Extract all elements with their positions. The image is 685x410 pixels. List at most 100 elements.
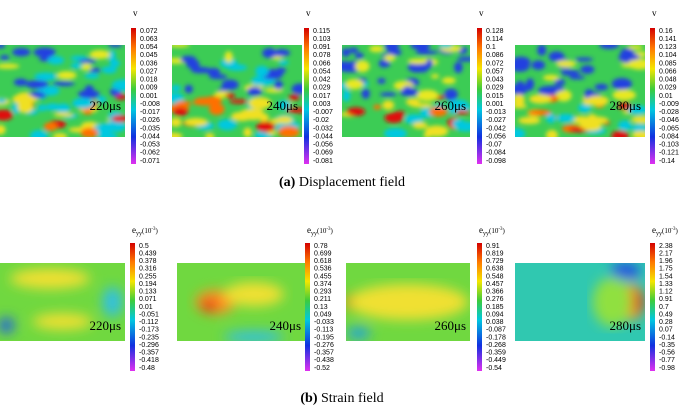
colorbar-tick-label: -0.056 — [313, 142, 333, 149]
blob — [555, 89, 572, 102]
colorbar-tick-label: 0.5 — [139, 243, 149, 250]
blob — [380, 60, 391, 68]
blob — [448, 104, 459, 115]
colorbar-tick-label: 0.638 — [486, 266, 504, 273]
blob — [0, 55, 10, 60]
blob — [444, 88, 458, 101]
colorbar-tick-label: -0.14 — [659, 158, 675, 165]
blob — [78, 59, 97, 64]
blob — [70, 62, 83, 69]
colorbar-tick-label: 0.374 — [314, 281, 332, 288]
colorbar-tick-label: -0.56 — [659, 350, 675, 357]
blob — [273, 80, 283, 90]
blob — [629, 54, 638, 61]
colorbar-tick-label: -0.013 — [486, 109, 506, 116]
colorbar-tick-label: 0.211 — [314, 296, 331, 303]
blob — [407, 61, 426, 73]
colorbar-tick-label: 0.366 — [486, 289, 504, 296]
blob — [631, 130, 645, 137]
blob — [342, 48, 351, 57]
colorbar-tick-label: 0.054 — [140, 44, 158, 51]
colorbar-title: v — [479, 8, 484, 18]
blob — [190, 66, 211, 74]
caption: (a) Displacement field — [279, 175, 405, 190]
colorbar-tick-label: 0.455 — [314, 273, 332, 280]
blob — [93, 123, 113, 136]
blob — [172, 45, 190, 48]
colorbar-tick-label: 0.316 — [139, 266, 157, 273]
colorbar-tick-label: 0.439 — [139, 250, 157, 257]
colorbar-tick-label: 0.01 — [139, 304, 153, 311]
colorbar-title-text: v — [133, 8, 138, 18]
blob — [220, 58, 238, 69]
blob — [594, 83, 609, 91]
colorbar-tick-label: -0.069 — [313, 150, 333, 157]
title-base: e — [307, 225, 311, 235]
colorbar-tick-label: -0.098 — [486, 158, 506, 165]
blob — [631, 115, 645, 124]
blob — [560, 69, 580, 76]
contour-map — [515, 263, 645, 341]
colorbar-tick-label: 0.043 — [486, 77, 504, 84]
blob — [180, 55, 197, 63]
blob — [515, 60, 530, 72]
colorbar-tick-label: -0.062 — [140, 150, 160, 157]
blob — [172, 84, 182, 92]
blob — [0, 109, 13, 121]
blob — [404, 114, 424, 125]
colorbar-tick-label: 0.085 — [659, 60, 677, 67]
contour-map — [177, 263, 305, 341]
colorbar-tick-label: -0.449 — [486, 357, 506, 364]
contour-map — [0, 45, 125, 137]
blob — [578, 103, 592, 113]
blob — [355, 60, 370, 73]
blob — [373, 104, 382, 110]
blob — [438, 45, 453, 48]
blob — [262, 48, 277, 59]
blob — [47, 56, 65, 65]
contour-map — [515, 45, 645, 137]
blob — [348, 284, 468, 320]
colorbar-tick-label: -0.065 — [659, 125, 679, 132]
blob — [554, 79, 566, 86]
colorbar-tick-label: 0.072 — [486, 60, 504, 67]
colorbar-tick-label: -0.113 — [314, 327, 333, 334]
colorbar-tick-label: -0.103 — [659, 142, 679, 149]
blob — [34, 72, 58, 81]
blob — [109, 59, 120, 68]
colorbar-tick-label: 0.194 — [139, 281, 157, 288]
colorbar-tick-label: 1.12 — [659, 289, 673, 296]
colorbar-tick-label: 0.28 — [659, 319, 673, 326]
blob — [537, 45, 547, 56]
title-sub: yy — [136, 231, 142, 237]
blob — [223, 282, 284, 307]
contour-map — [172, 45, 302, 137]
contour-map — [342, 45, 470, 137]
blob — [256, 121, 276, 133]
blob — [107, 50, 116, 62]
caption-label: (a) — [279, 175, 296, 190]
blob — [611, 78, 632, 90]
blob — [379, 92, 397, 97]
blob — [172, 92, 185, 104]
blob — [441, 77, 456, 85]
colorbar-tick-label: 0.086 — [486, 52, 504, 59]
blob — [569, 75, 585, 80]
blob — [599, 45, 620, 50]
blob — [585, 95, 609, 106]
colorbar-title: eyy(10-3) — [307, 225, 334, 237]
blob — [53, 112, 74, 117]
caption-text: Strain field — [321, 391, 384, 406]
blob — [429, 107, 448, 117]
colorbar-tick-label: 0.618 — [314, 258, 332, 265]
title-sup: -3 — [498, 227, 503, 232]
blob — [556, 113, 576, 123]
colorbar-tick-label: 0.049 — [314, 311, 332, 318]
blob — [574, 57, 594, 62]
blob — [448, 99, 468, 107]
blob — [592, 277, 633, 327]
blob — [452, 118, 466, 129]
blob — [627, 105, 645, 115]
colorbar-tick-label: 0.066 — [313, 60, 331, 67]
colorbar-tick-label: 0.7 — [659, 304, 669, 311]
